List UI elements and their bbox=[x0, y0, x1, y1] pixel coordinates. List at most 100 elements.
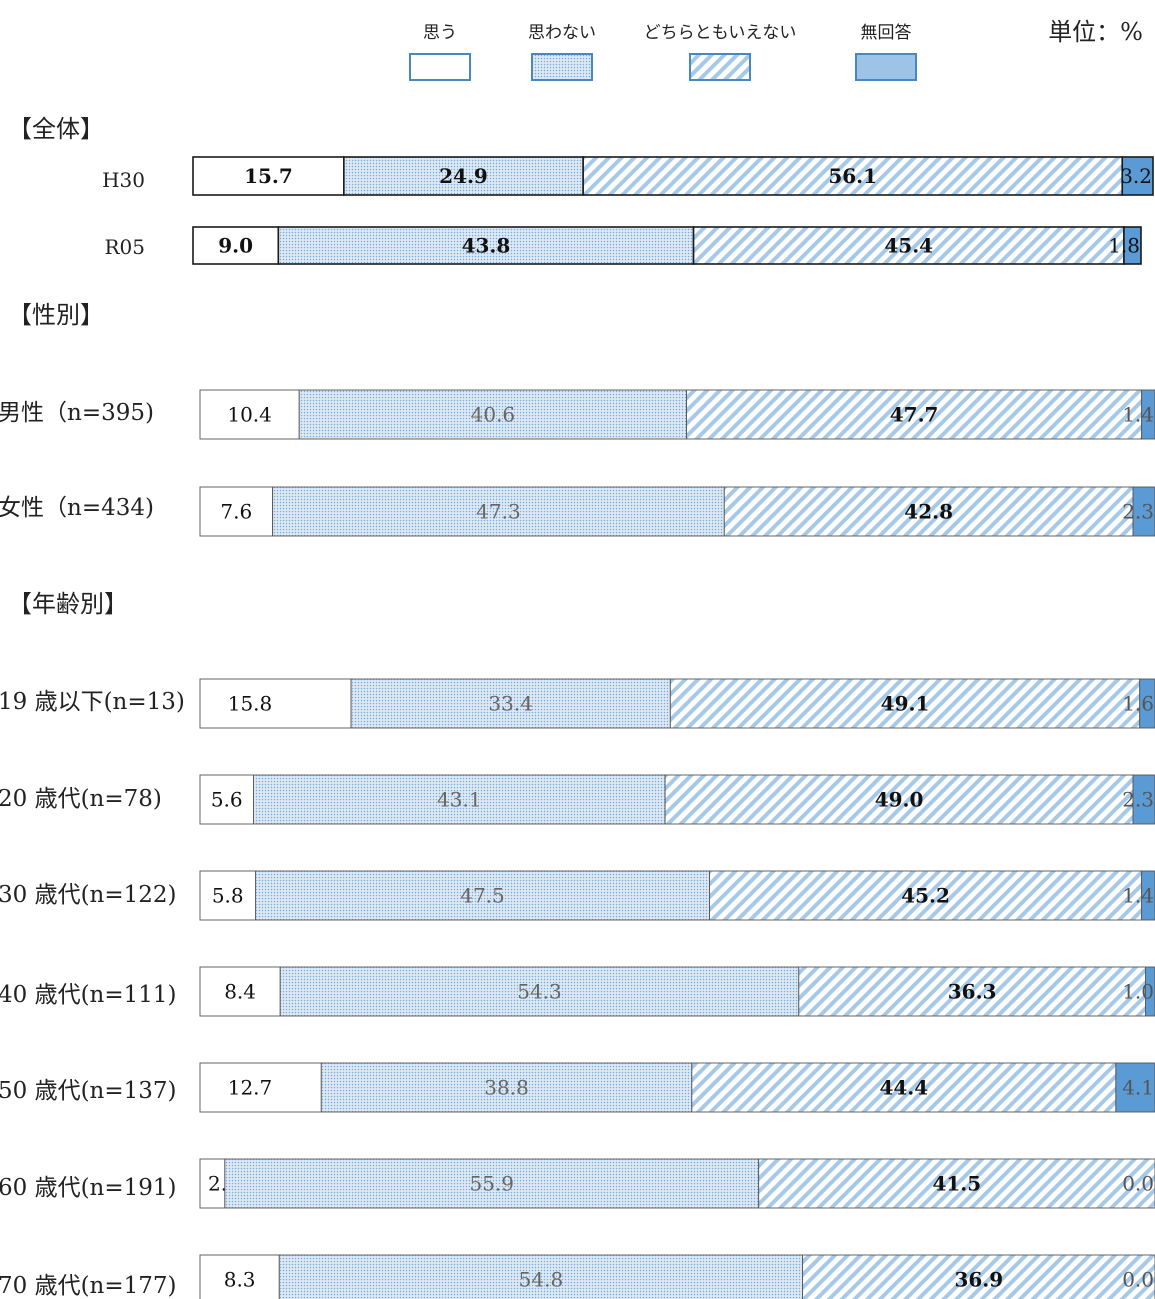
bar-segment-omou bbox=[199, 1254, 280, 1299]
bar-row: 20 歳代(n=78) 5.6 43.1 49.0 2.3 bbox=[0, 774, 1155, 825]
bar-row: 60 歳代(n=191) 2.6 55.9 41.5 0.0 bbox=[0, 1158, 1155, 1209]
group-title: 【性別】 bbox=[8, 301, 104, 329]
value-label-mukaito: 0.0 bbox=[1122, 1268, 1154, 1292]
value-label-dochira: 36.3 bbox=[948, 980, 997, 1004]
row-label: 60 歳代(n=191) bbox=[0, 1175, 177, 1201]
bar-segment-omou bbox=[199, 678, 352, 729]
bar-row: 40 歳代(n=111) 8.4 54.3 36.3 1.0 bbox=[0, 966, 1155, 1017]
value-label-mukaito: 1.4 bbox=[1122, 403, 1154, 427]
bar-segment-dochira bbox=[691, 1062, 1117, 1113]
bar-segment-mukaito bbox=[1121, 156, 1154, 196]
bar-segment-omowanai bbox=[350, 678, 671, 729]
value-label-mukaito: 4.1 bbox=[1122, 1076, 1154, 1100]
row-label: 30 歳代(n=122) bbox=[0, 882, 177, 908]
bar-segment-mukaito bbox=[1139, 678, 1155, 729]
value-label-omowanai: 33.4 bbox=[488, 692, 533, 716]
value-label-omowanai: 43.1 bbox=[437, 788, 482, 812]
value-label-dochira: 49.1 bbox=[881, 692, 930, 716]
legend-swatch-dochira bbox=[689, 53, 751, 81]
bar-segment-dochira bbox=[669, 678, 1141, 729]
bar-segment-omowanai bbox=[320, 1062, 693, 1113]
bar-row: H30 15.7 24.9 56.1 3.2 bbox=[102, 156, 1154, 196]
row-label: 男性（n=395) bbox=[0, 400, 154, 426]
unit-label: 単位：% bbox=[1048, 18, 1143, 46]
value-label-mukaito: 1.8 bbox=[1108, 234, 1140, 258]
legend-swatch-omowanai bbox=[531, 53, 593, 81]
bar-segment-omou bbox=[199, 966, 281, 1017]
value-label-mukaito: 3.2 bbox=[1120, 164, 1152, 188]
value-label-dochira: 44.4 bbox=[879, 1076, 928, 1100]
bar-segment-omowanai bbox=[279, 966, 800, 1017]
value-label-omowanai: 40.6 bbox=[471, 403, 516, 427]
bar-row: 70 歳代(n=177) 8.3 54.8 36.9 0.0 bbox=[0, 1254, 1155, 1299]
bar-segment-omowanai bbox=[253, 774, 666, 825]
bar-segment-omou bbox=[192, 226, 280, 265]
bar-segment-omou bbox=[199, 774, 254, 825]
row-label: 70 歳代(n=177) bbox=[0, 1273, 177, 1299]
bar-segment-omowanai bbox=[272, 486, 725, 537]
bar-row: 30 歳代(n=122) 5.8 47.5 45.2 1.4 bbox=[0, 870, 1155, 921]
group-0: 【全体】 H30 15.7 24.9 56.1 3.2 R05 9.0 43.8 45.4 1.8 bbox=[8, 115, 1154, 265]
bar-segment-dochira bbox=[692, 226, 1125, 265]
value-label-dochira: 45.2 bbox=[901, 884, 950, 908]
bar-row: R05 9.0 43.8 45.4 1.8 bbox=[104, 226, 1142, 265]
bar-segment-dochira bbox=[723, 486, 1134, 537]
legend-label-mukaito: 無回答 bbox=[861, 23, 912, 43]
legend-swatch-mukaito bbox=[855, 53, 917, 81]
value-label-dochira: 49.0 bbox=[875, 788, 924, 812]
bar-segment-omou bbox=[199, 486, 274, 537]
value-label-omou: 10.4 bbox=[227, 403, 272, 427]
bar-segment-omowanai bbox=[224, 1158, 760, 1209]
value-label-omou: 7.6 bbox=[220, 500, 252, 524]
value-label-mukaito: 1.4 bbox=[1122, 884, 1154, 908]
value-label-omou: 5.8 bbox=[212, 884, 244, 908]
bar-segment-dochira bbox=[758, 1158, 1155, 1209]
value-label-omou: 5.6 bbox=[211, 788, 243, 812]
value-label-mukaito: 0.0 bbox=[1122, 1172, 1154, 1196]
row-label: H30 bbox=[102, 168, 145, 192]
bar-segment-dochira bbox=[802, 1254, 1155, 1299]
group-1: 【性別】男性（n=395) 10.4 40.6 47.7 1.4 女性（n=434) 7.6… bbox=[0, 301, 1155, 537]
chart-legend: 思う 思わない どちらともいえない 無回答 bbox=[409, 23, 917, 81]
bar-segment-dochira bbox=[664, 774, 1134, 825]
bar-segment-omowanai bbox=[343, 156, 584, 196]
value-label-omou: 9.0 bbox=[218, 234, 253, 258]
bar-segment-mukaito bbox=[1132, 774, 1155, 825]
value-label-omou: 15.7 bbox=[244, 164, 293, 188]
value-label-omou: 15.8 bbox=[228, 692, 273, 716]
group-title: 【年齢別】 bbox=[8, 590, 128, 618]
value-label-omowanai: 43.8 bbox=[462, 234, 511, 258]
row-label: 50 歳代(n=137) bbox=[0, 1078, 177, 1104]
row-label: 20 歳代(n=78) bbox=[0, 786, 162, 812]
group-2: 【年齢別】 19 歳以下(n=13) 15.8 33.4 49.1 1.6 20 歳代(n=… bbox=[0, 590, 1155, 1299]
value-label-omowanai: 54.8 bbox=[519, 1268, 564, 1292]
bar-segment-mukaito bbox=[1115, 1062, 1155, 1113]
bar-segment-omowanai bbox=[277, 226, 695, 265]
bar-segment-dochira bbox=[686, 389, 1143, 440]
group-title: 【全体】 bbox=[8, 115, 104, 143]
value-label-omowanai: 24.9 bbox=[439, 164, 488, 188]
value-label-omowanai: 38.8 bbox=[484, 1076, 529, 1100]
value-label-dochira: 45.4 bbox=[884, 234, 933, 258]
bar-row: 男性（n=395) 10.4 40.6 47.7 1.4 bbox=[0, 389, 1155, 440]
value-label-omou: 8.3 bbox=[224, 1268, 256, 1292]
bar-segment-dochira bbox=[798, 966, 1146, 1017]
bar-segment-dochira bbox=[582, 156, 1124, 196]
bar-segment-omowanai bbox=[298, 389, 688, 440]
value-label-omou: 8.4 bbox=[224, 980, 256, 1004]
bar-row: 19 歳以下(n=13) 15.8 33.4 49.1 1.6 bbox=[0, 678, 1155, 729]
bar-segment-omowanai bbox=[254, 870, 710, 921]
value-label-mukaito: 1.0 bbox=[1122, 980, 1154, 1004]
legend-label-dochira: どちらともいえない bbox=[644, 23, 797, 43]
value-label-omowanai: 54.3 bbox=[517, 980, 562, 1004]
value-label-omowanai: 55.9 bbox=[469, 1172, 514, 1196]
bar-segment-omou bbox=[192, 156, 345, 196]
legend-label-omou: 思う bbox=[423, 23, 457, 43]
value-label-dochira: 36.9 bbox=[954, 1268, 1003, 1292]
row-label: 40 歳代(n=111) bbox=[0, 982, 177, 1008]
value-label-mukaito: 2.3 bbox=[1122, 500, 1154, 524]
bar-segment-omou bbox=[199, 389, 300, 440]
row-label: 女性（n=434) bbox=[0, 495, 154, 521]
value-label-dochira: 56.1 bbox=[828, 164, 877, 188]
